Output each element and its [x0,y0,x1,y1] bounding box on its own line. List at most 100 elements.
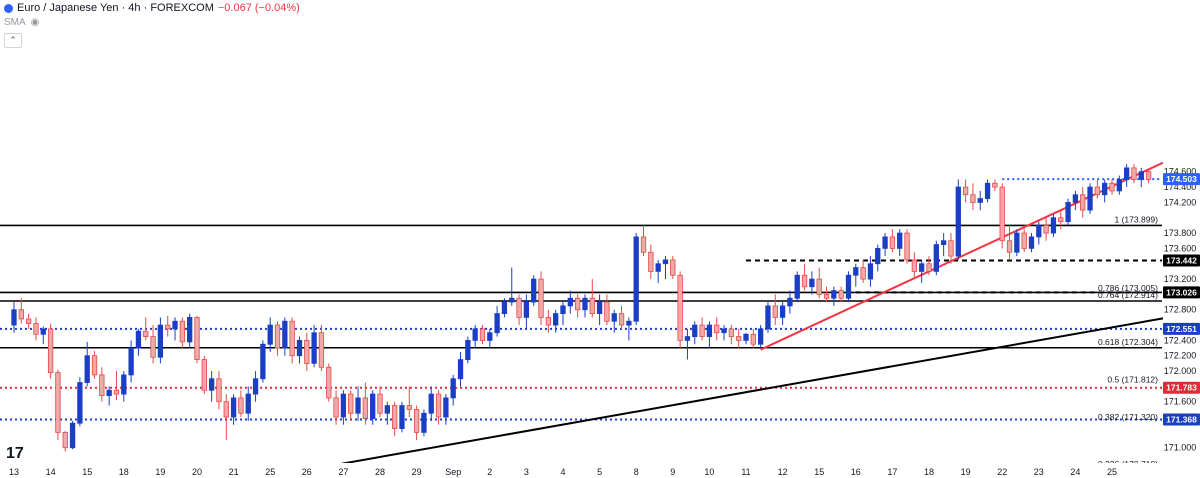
candle-body [1050,217,1057,234]
candle-body [611,313,617,322]
eye-icon[interactable]: ◉ [30,17,40,28]
chart-header: Euro / Japanese Yen · 4h · FOREXCOM −0.0… [4,2,300,14]
candle-78 [582,294,588,318]
candle-85 [633,233,639,326]
candle-body [838,290,844,299]
candle-body [150,336,156,358]
fib-label-0: 1 (173.899) [1115,214,1159,224]
candle-62 [465,336,471,364]
candle-body [523,301,530,318]
candle-143 [1058,210,1064,230]
symbol-title[interactable]: Euro / Japanese Yen · 4h · FOREXCOM [17,2,214,14]
time-tick-8: 26 [302,467,312,477]
candle-body [143,330,149,337]
time-tick-1: 14 [46,467,56,477]
price-tag-label: 174.503 [1166,174,1197,184]
candle-144 [1065,198,1071,226]
candle-147 [1087,183,1093,214]
candle-15 [121,371,127,402]
candle-body [992,182,998,188]
candle-body [589,297,595,314]
candle-48 [362,382,369,425]
candle-body [582,297,588,311]
candle-body [282,320,288,349]
candle-body [831,290,837,299]
candle-body [472,328,478,341]
candle-body [296,339,303,357]
candle-86 [640,225,647,257]
candle-10 [84,341,90,387]
candle-body [1109,182,1115,192]
candle-body [779,305,786,318]
candle-12 [99,367,105,402]
candle-body [1065,201,1071,222]
price-tag-2: 173.026 [1163,286,1200,299]
candle-80 [596,294,603,326]
time-tick-28: 23 [1034,467,1044,477]
candle-53 [399,401,405,433]
candle-41 [311,325,317,368]
candle-46 [348,390,354,421]
candle-55 [413,405,420,441]
candle-23 [179,317,186,349]
time-tick-12: Sep [445,467,461,477]
candle-30 [230,394,237,425]
candle-108 [801,263,808,291]
candle-body [889,236,896,249]
candle-body [509,297,515,303]
candle-body [648,251,654,272]
candle-body [413,408,420,433]
candle-76 [567,290,573,314]
trendline-1 [255,314,1182,478]
candle-16 [128,340,134,383]
candle-body [304,339,310,364]
candle-54 [406,386,412,418]
candle-134 [992,179,998,191]
candle-body [984,182,991,199]
candle-body [399,405,405,429]
candle-body [172,320,178,330]
candle-3 [33,317,39,341]
time-tick-17: 8 [634,467,639,477]
candle-body [999,186,1005,242]
candle-70 [523,294,530,329]
candle-34 [260,340,266,383]
candle-17 [135,328,142,356]
candle-115 [853,263,859,287]
candle-91 [677,271,683,349]
time-axis: 13 14 15 18 19 20 21 25 26 27 28 29 Sep 2 3 4 5 8 9 10 11 12 1… [0,463,1163,478]
candle-body [1087,186,1093,211]
collapse-chevron-icon[interactable]: ⌃ [4,33,22,48]
price-axis-bg [1163,0,1200,478]
candle-4 [40,326,46,345]
candle-body [99,374,105,396]
candle-142 [1050,213,1057,237]
indicator-row[interactable]: SMA ◉ [4,17,39,28]
candle-114 [845,271,852,303]
candle-body [904,232,910,261]
candle-body [479,328,486,341]
candle-body [955,186,961,257]
fib-labels: 1 (173.899) 0.786 (173.005)0.764 (172.914… [1098,214,1158,468]
candle-body [933,244,939,272]
candle-body [948,240,954,257]
candle-138 [1021,225,1027,253]
time-tick-11: 29 [412,467,422,477]
candle-149 [1102,179,1108,203]
candle-body [970,194,976,203]
price-tick-10: 174.200 [1164,197,1197,207]
time-tick-10: 28 [375,467,385,477]
time-tick-13: 2 [487,467,492,477]
candle-133 [984,179,991,203]
price-tag-label: 173.442 [1166,256,1197,266]
price-tag-bg [1163,173,1200,186]
candle-body [882,236,888,249]
candle-body [596,301,603,314]
candle-148 [1094,179,1101,199]
euro-flag-icon [4,3,13,13]
candle-139 [1028,233,1035,253]
time-tick-27: 22 [997,467,1007,477]
candle-42 [318,325,325,372]
candle-14 [113,371,120,401]
